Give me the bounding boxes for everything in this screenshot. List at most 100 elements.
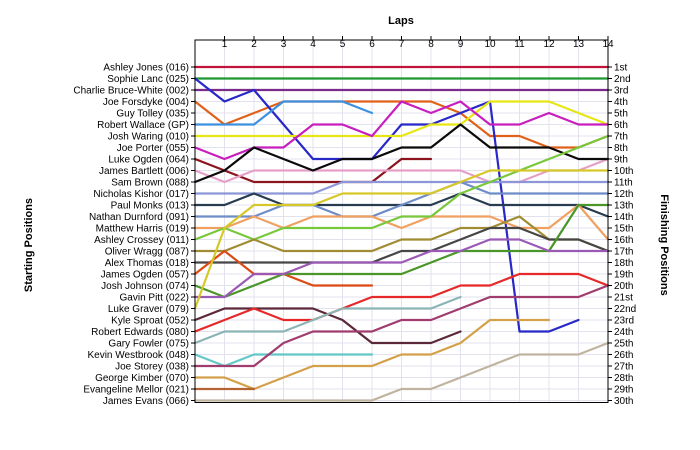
- x-tick-label: 5: [340, 39, 346, 50]
- finishing-position-label: 1st: [614, 63, 628, 74]
- x-tick-label: 8: [428, 39, 434, 50]
- x-tick-label: 13: [573, 39, 585, 50]
- x-tick-label: 11: [514, 39, 525, 50]
- finishing-position-label: 6th: [614, 120, 628, 131]
- finishing-position-label: 8th: [614, 143, 628, 154]
- series-line: [193, 100, 610, 138]
- series-line: [193, 100, 374, 126]
- finishing-position-label: 22nd: [614, 304, 636, 315]
- series-line: [193, 238, 610, 299]
- starting-position-label: Joe Storey (038): [115, 362, 189, 373]
- finishing-position-label: 4th: [614, 97, 628, 108]
- finishing-position-label: 9th: [614, 155, 628, 166]
- finishing-position-label: 5th: [614, 109, 628, 120]
- starting-position-label: Gavin Pitt (022): [120, 293, 189, 304]
- starting-position-label: Sam Brown (088): [111, 178, 189, 189]
- starting-position-label: George Kimber (070): [95, 373, 189, 384]
- x-tick-label: 14: [602, 39, 614, 50]
- starting-position-label: Ashley Jones (016): [103, 63, 189, 74]
- series-line: [193, 169, 610, 310]
- x-tick-label: 9: [458, 39, 464, 50]
- series-line: [193, 180, 610, 218]
- right-axis-label: Finishing Positions: [658, 194, 670, 295]
- series-line: [193, 100, 610, 161]
- series-line: [193, 123, 610, 184]
- starting-position-label: Gary Fowler (075): [108, 339, 189, 350]
- series-line: [193, 157, 433, 184]
- x-tick-label: 2: [251, 39, 257, 50]
- starting-position-label: Matthew Harris (019): [96, 224, 189, 235]
- starting-position-label: Kevin Westbrook (048): [87, 350, 189, 361]
- finishing-position-label: 28th: [614, 373, 633, 384]
- starting-position-label: James Evans (066): [103, 396, 189, 407]
- series-line: [193, 272, 610, 333]
- starting-position-label: James Ogden (057): [101, 270, 189, 281]
- starting-position-label: James Bartlett (006): [99, 166, 189, 177]
- starting-position-label: Josh Waring (010): [108, 132, 189, 143]
- finishing-position-label: 2nd: [614, 74, 631, 85]
- series-line: [193, 157, 610, 184]
- finishing-position-label: 26th: [614, 350, 633, 361]
- finishing-position-label: 24th: [614, 327, 633, 338]
- starting-position-label: Sophie Lanc (025): [107, 74, 189, 85]
- finishing-position-label: 16th: [614, 235, 633, 246]
- starting-position-label: Ashley Crossey (011): [94, 235, 189, 246]
- finishing-position-label: 15th: [614, 224, 633, 235]
- top-axis-label: Laps: [388, 15, 414, 27]
- x-tick-label: 4: [310, 39, 316, 50]
- starting-position-label: Guy Tolley (035): [116, 109, 189, 120]
- series-line: [193, 284, 610, 368]
- starting-position-label: Oliver Wragg (087): [105, 247, 189, 258]
- starting-position-label: Joe Porter (055): [117, 143, 189, 154]
- series-line: [193, 226, 610, 264]
- series-line: [193, 203, 610, 299]
- starting-position-label: Joe Forsdyke (004): [103, 97, 189, 108]
- starting-position-label: Charlie Bruce-White (002): [73, 86, 189, 97]
- finishing-position-label: 3rd: [614, 86, 628, 97]
- finishing-position-label: 17th: [614, 247, 633, 258]
- x-tick-label: 3: [281, 39, 287, 50]
- starting-position-label: Paul Monks (013): [111, 201, 189, 212]
- series-line: [193, 295, 462, 345]
- series-line: [193, 180, 610, 195]
- finishing-position-label: 18th: [614, 258, 633, 269]
- starting-position-label: Robert Wallace (GP): [97, 120, 189, 131]
- finishing-position-label: 11th: [614, 178, 633, 189]
- finishing-position-label: 25th: [614, 339, 633, 350]
- starting-position-label: Nathan Durnford (091): [89, 212, 189, 223]
- finishing-position-label: 21st: [614, 293, 633, 304]
- x-tick-label: 10: [484, 39, 496, 50]
- series-line: [193, 134, 610, 241]
- starting-position-label: Robert Edwards (080): [91, 327, 189, 338]
- starting-position-label: Alex Thomas (018): [105, 258, 189, 269]
- finishing-position-label: 27th: [614, 362, 633, 373]
- finishing-position-label: 10th: [614, 166, 633, 177]
- finishing-position-label: 7th: [614, 132, 628, 143]
- finishing-position-label: 30th: [614, 396, 633, 407]
- starting-position-label: Luke Graver (079): [108, 304, 189, 315]
- starting-position-label: Josh Johnson (074): [101, 281, 189, 292]
- left-axis-label: Starting Positions: [23, 198, 35, 292]
- finishing-position-label: 13th: [614, 201, 633, 212]
- starting-position-label: Kyle Sproat (052): [111, 316, 189, 327]
- starting-position-label: Evangeline Mellor (021): [83, 385, 189, 396]
- finishing-position-label: 12th: [614, 189, 633, 200]
- x-tick-label: 6: [369, 39, 375, 50]
- finishing-position-label: 19th: [614, 270, 633, 281]
- series-lines: [193, 65, 610, 402]
- series-line: [193, 215, 610, 253]
- series-line: [193, 341, 610, 402]
- finishing-position-label: 20th: [614, 281, 633, 292]
- series-line: [193, 203, 610, 241]
- starting-position-label: Nicholas Kishor (017): [93, 189, 189, 200]
- x-tick-label: 1: [222, 39, 228, 50]
- starting-position-label: Luke Ogden (064): [108, 155, 189, 166]
- finishing-position-label: 14th: [614, 212, 633, 223]
- finishing-position-label: 23rd: [614, 316, 634, 327]
- series-line: [193, 77, 580, 333]
- x-tick-label: 12: [543, 39, 555, 50]
- x-tick-label: 7: [399, 39, 405, 50]
